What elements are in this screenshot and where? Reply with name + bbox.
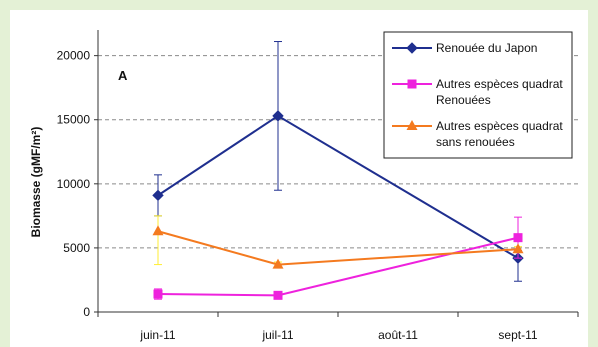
data-point xyxy=(272,110,284,122)
data-point xyxy=(153,289,163,299)
legend-swatch-marker xyxy=(406,42,418,54)
legend-label: Renouée du Japon xyxy=(436,41,537,55)
data-point xyxy=(512,243,524,254)
data-point xyxy=(152,189,164,202)
legend-label: Autres espèces quadrat xyxy=(436,119,563,133)
legend-swatch-marker xyxy=(406,120,418,130)
panel-label: A xyxy=(118,68,128,83)
data-point xyxy=(272,258,284,269)
data-point xyxy=(273,290,283,300)
y-tick-label: 5000 xyxy=(63,241,90,255)
series-layer xyxy=(152,41,524,300)
y-axis-label: Biomasse (gMF/m²) xyxy=(29,127,43,238)
legend-swatch-marker xyxy=(407,79,417,89)
y-tick-label: 15000 xyxy=(57,113,91,127)
series-1 xyxy=(152,41,524,282)
legend-box xyxy=(383,31,573,159)
series-2 xyxy=(153,216,523,300)
legend: Renouée du Japon Autres espèces quadrat Re… xyxy=(383,31,573,159)
series-3 xyxy=(152,215,524,269)
axes: 0 5000 10000 15000 20000 juin-11 juil-11 août-1… xyxy=(57,30,579,342)
legend-label: Renouées xyxy=(436,93,491,107)
y-tick-label: 0 xyxy=(83,305,90,319)
data-point xyxy=(513,233,523,243)
legend-label: sans renouées xyxy=(436,135,515,149)
x-tick-label: juil-11 xyxy=(261,328,293,342)
data-point xyxy=(152,225,164,236)
y-tick-label: 10000 xyxy=(57,177,91,191)
biomass-line-chart: 0 5000 10000 15000 20000 juin-11 juil-11 août-1… xyxy=(29,30,579,342)
x-tick-label: août-11 xyxy=(378,328,418,342)
x-tick-label: juin-11 xyxy=(139,328,175,342)
chart-frame: 0 5000 10000 15000 20000 juin-11 juil-11 août-1… xyxy=(10,10,588,347)
legend-label: Autres espèces quadrat xyxy=(436,77,563,91)
x-tick-label: sept-11 xyxy=(498,328,537,342)
y-tick-label: 20000 xyxy=(57,49,91,63)
